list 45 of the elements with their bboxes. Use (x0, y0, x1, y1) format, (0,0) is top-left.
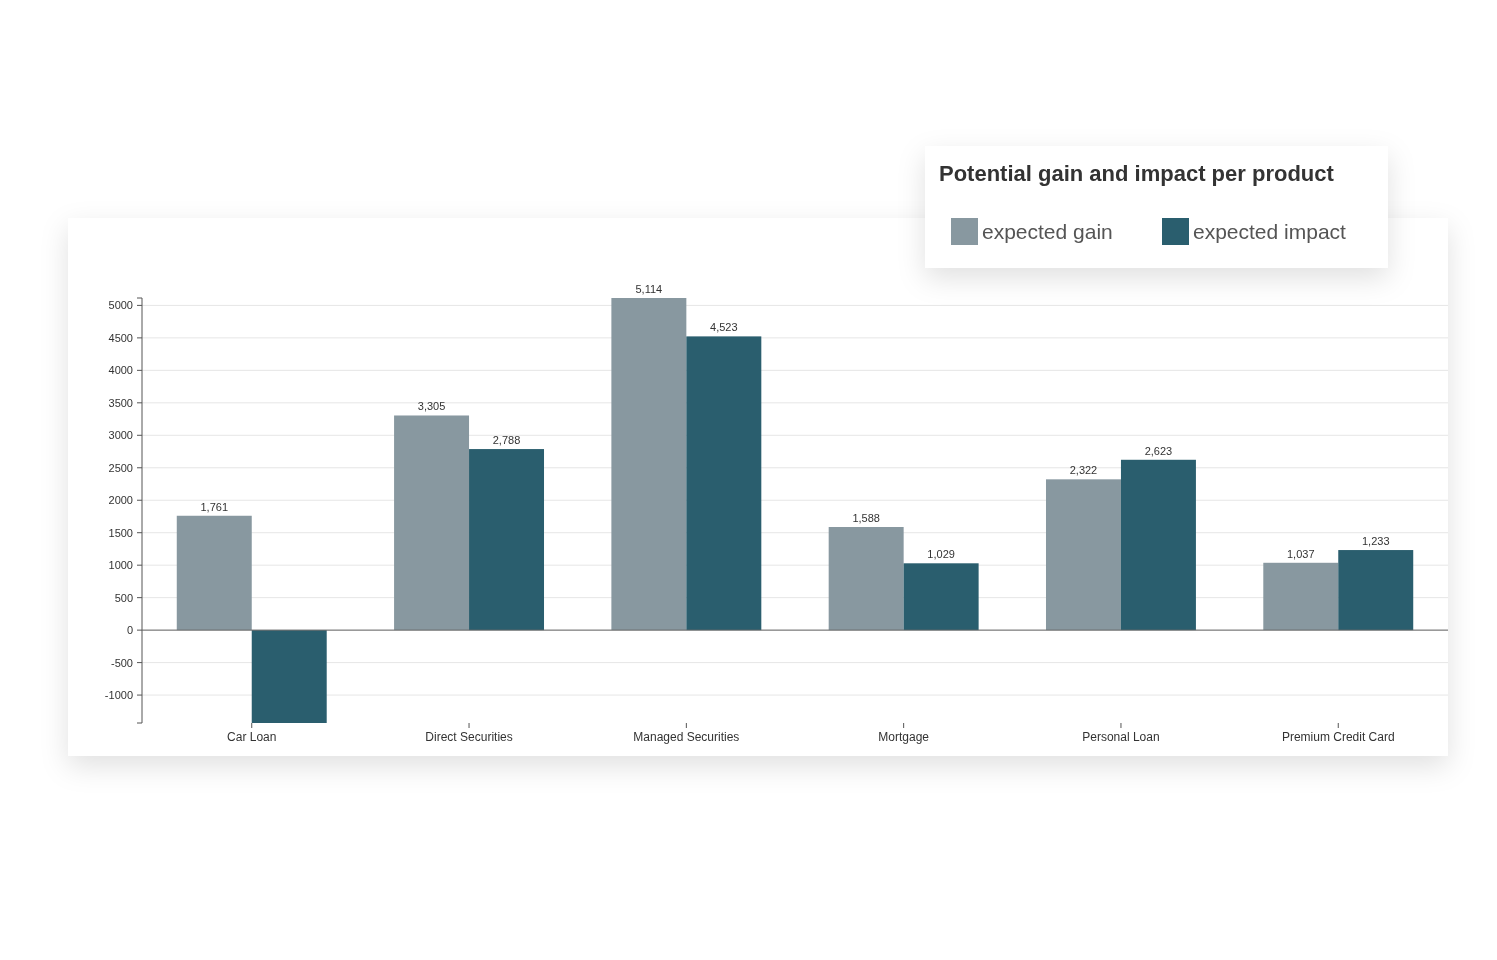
data-label: 2,322 (1069, 464, 1098, 477)
y-tick-label: 3000 (108, 429, 133, 442)
bar (903, 563, 979, 631)
data-label: 1,588 (852, 512, 880, 524)
y-tick-label: 4000 (108, 364, 133, 377)
x-tick-label: Mortgage (878, 730, 930, 744)
bar (1045, 479, 1121, 631)
data-label: 3,305 (417, 400, 446, 413)
bar (686, 336, 762, 631)
x-tick-label: Car Loan (227, 730, 277, 744)
y-tick-label: 2500 (108, 461, 133, 474)
bar (611, 298, 687, 631)
y-tick-label: 1500 (108, 526, 133, 539)
bar (1263, 562, 1339, 631)
legend-label: expected gain (982, 220, 1113, 243)
y-tick-label: 1000 (108, 559, 133, 572)
data-label: 1,233 (1361, 535, 1390, 548)
y-tick-label: 2000 (108, 494, 133, 507)
y-tick-label: 5000 (108, 299, 133, 312)
legend-label: expected impact (1193, 220, 1347, 243)
data-label: 5,114 (635, 283, 663, 295)
data-label: 1,037 (1287, 547, 1315, 560)
data-label: 2,623 (1144, 444, 1173, 457)
bar (176, 515, 252, 631)
bar (469, 449, 545, 631)
y-tick-label: 0 (126, 624, 133, 637)
bar (1338, 550, 1414, 631)
x-tick-label: Personal Loan (1082, 730, 1160, 744)
y-tick-label: -500 (110, 656, 133, 669)
chart-title: Potential gain and impact per product (939, 161, 1335, 186)
y-tick-label: 500 (114, 591, 133, 604)
x-tick-label: Direct Securities (425, 730, 513, 744)
bar (1120, 459, 1196, 631)
y-tick-label: 4500 (108, 331, 133, 344)
data-label: 4,523 (710, 321, 738, 334)
bar (394, 415, 470, 631)
bar (828, 527, 904, 631)
x-tick-label: Premium Credit Card (1281, 730, 1395, 744)
y-tick-label: -1000 (104, 689, 133, 702)
data-label: 1,761 (200, 500, 229, 513)
data-label: 2,788 (492, 434, 521, 447)
y-tick-label: 3500 (108, 396, 133, 409)
x-tick-label: Managed Securities (633, 730, 740, 744)
data-label: 1,029 (927, 548, 955, 561)
bar (251, 630, 327, 723)
